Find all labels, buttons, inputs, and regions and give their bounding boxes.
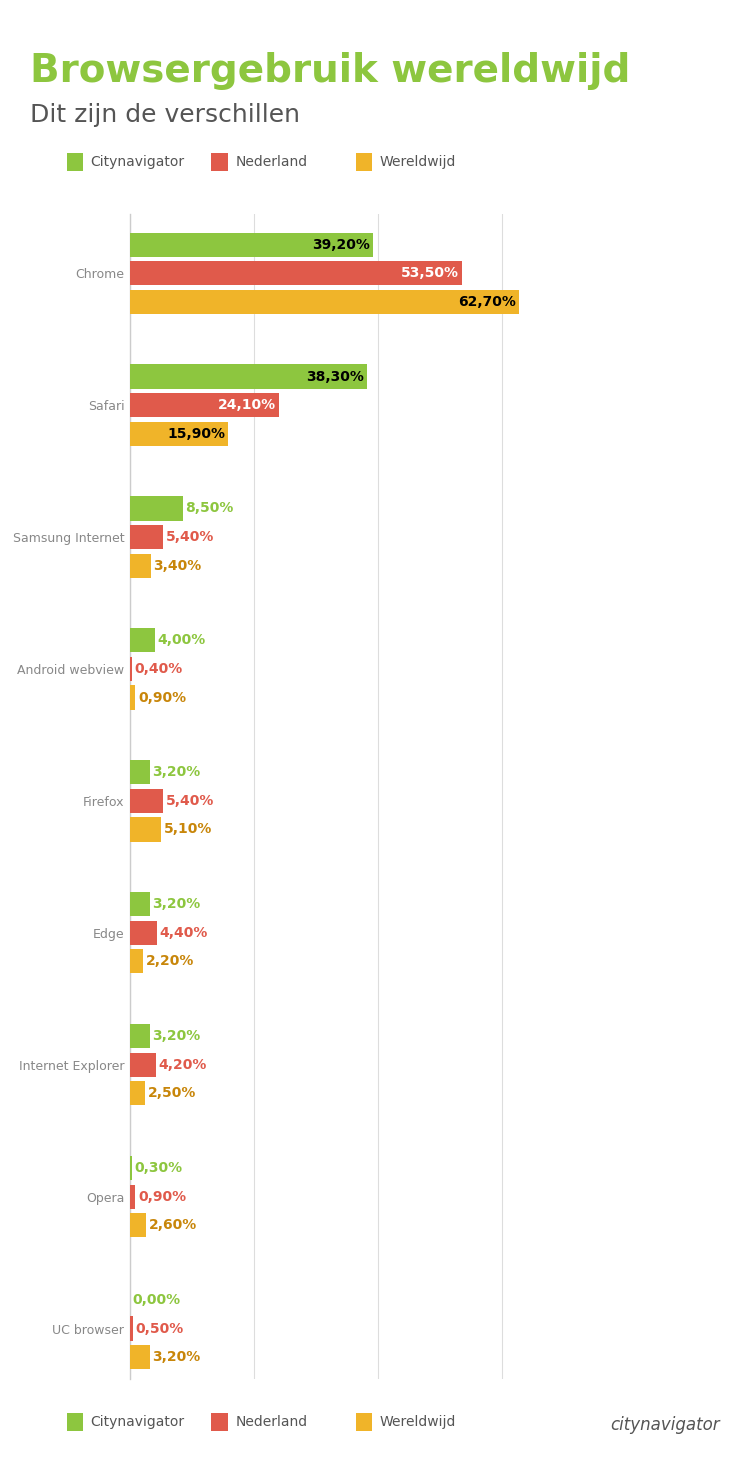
Bar bbox=[130, 1024, 150, 1049]
Text: 5,40%: 5,40% bbox=[165, 530, 214, 544]
Bar bbox=[130, 1184, 136, 1208]
Bar bbox=[130, 1081, 145, 1105]
Text: Wereldwijd: Wereldwijd bbox=[380, 1415, 456, 1429]
Bar bbox=[130, 233, 373, 257]
Bar bbox=[130, 892, 150, 916]
Bar bbox=[130, 392, 279, 417]
Text: 39,20%: 39,20% bbox=[312, 237, 370, 252]
Bar bbox=[130, 525, 163, 549]
Bar bbox=[130, 628, 154, 652]
Text: Citynavigator: Citynavigator bbox=[91, 1415, 185, 1429]
Text: Citynavigator: Citynavigator bbox=[91, 155, 185, 170]
Text: 8,50%: 8,50% bbox=[185, 502, 234, 515]
Text: 3,20%: 3,20% bbox=[152, 897, 200, 912]
Text: 4,20%: 4,20% bbox=[158, 1058, 207, 1072]
Bar bbox=[130, 920, 157, 945]
Text: 3,20%: 3,20% bbox=[152, 1350, 200, 1364]
Bar bbox=[130, 497, 183, 521]
Text: 5,10%: 5,10% bbox=[164, 823, 212, 836]
Bar bbox=[130, 656, 132, 681]
Text: 0,90%: 0,90% bbox=[138, 1190, 186, 1204]
Text: 3,40%: 3,40% bbox=[154, 559, 202, 572]
Text: 53,50%: 53,50% bbox=[401, 266, 459, 280]
Text: 5,40%: 5,40% bbox=[165, 794, 214, 808]
Bar bbox=[130, 789, 163, 813]
Bar bbox=[130, 1317, 133, 1341]
Text: 2,60%: 2,60% bbox=[148, 1218, 197, 1232]
Text: 38,30%: 38,30% bbox=[306, 370, 364, 384]
Bar bbox=[130, 950, 143, 974]
Text: Nederland: Nederland bbox=[235, 155, 307, 170]
Text: Nederland: Nederland bbox=[235, 1415, 307, 1429]
Text: 62,70%: 62,70% bbox=[458, 295, 516, 308]
Bar bbox=[130, 422, 229, 445]
Bar bbox=[130, 1345, 150, 1369]
Text: 0,30%: 0,30% bbox=[134, 1161, 183, 1176]
Bar bbox=[130, 1212, 146, 1238]
Bar bbox=[130, 553, 151, 578]
Text: Wereldwijd: Wereldwijd bbox=[380, 155, 456, 170]
Bar bbox=[130, 261, 462, 285]
Text: citynavigator: citynavigator bbox=[610, 1416, 720, 1434]
Text: Dit zijn de verschillen: Dit zijn de verschillen bbox=[30, 103, 300, 127]
Text: 0,50%: 0,50% bbox=[136, 1322, 184, 1335]
Bar bbox=[130, 760, 150, 785]
Text: 4,40%: 4,40% bbox=[160, 926, 208, 940]
Bar bbox=[130, 289, 519, 314]
Bar bbox=[130, 817, 162, 842]
Text: Browsergebruik wereldwijd: Browsergebruik wereldwijd bbox=[30, 52, 630, 90]
Text: 24,10%: 24,10% bbox=[218, 398, 276, 412]
Text: 0,00%: 0,00% bbox=[132, 1294, 180, 1307]
Bar bbox=[130, 364, 367, 388]
Text: 2,50%: 2,50% bbox=[148, 1086, 196, 1100]
Bar bbox=[130, 686, 136, 709]
Text: 0,90%: 0,90% bbox=[138, 690, 186, 705]
Text: 3,20%: 3,20% bbox=[152, 1030, 200, 1043]
Bar bbox=[130, 1156, 132, 1180]
Text: 0,40%: 0,40% bbox=[135, 662, 183, 676]
Text: 4,00%: 4,00% bbox=[157, 633, 206, 648]
Text: 15,90%: 15,90% bbox=[168, 426, 226, 441]
Text: 2,20%: 2,20% bbox=[146, 954, 194, 969]
Text: 3,20%: 3,20% bbox=[152, 766, 200, 779]
Bar bbox=[130, 1053, 156, 1077]
